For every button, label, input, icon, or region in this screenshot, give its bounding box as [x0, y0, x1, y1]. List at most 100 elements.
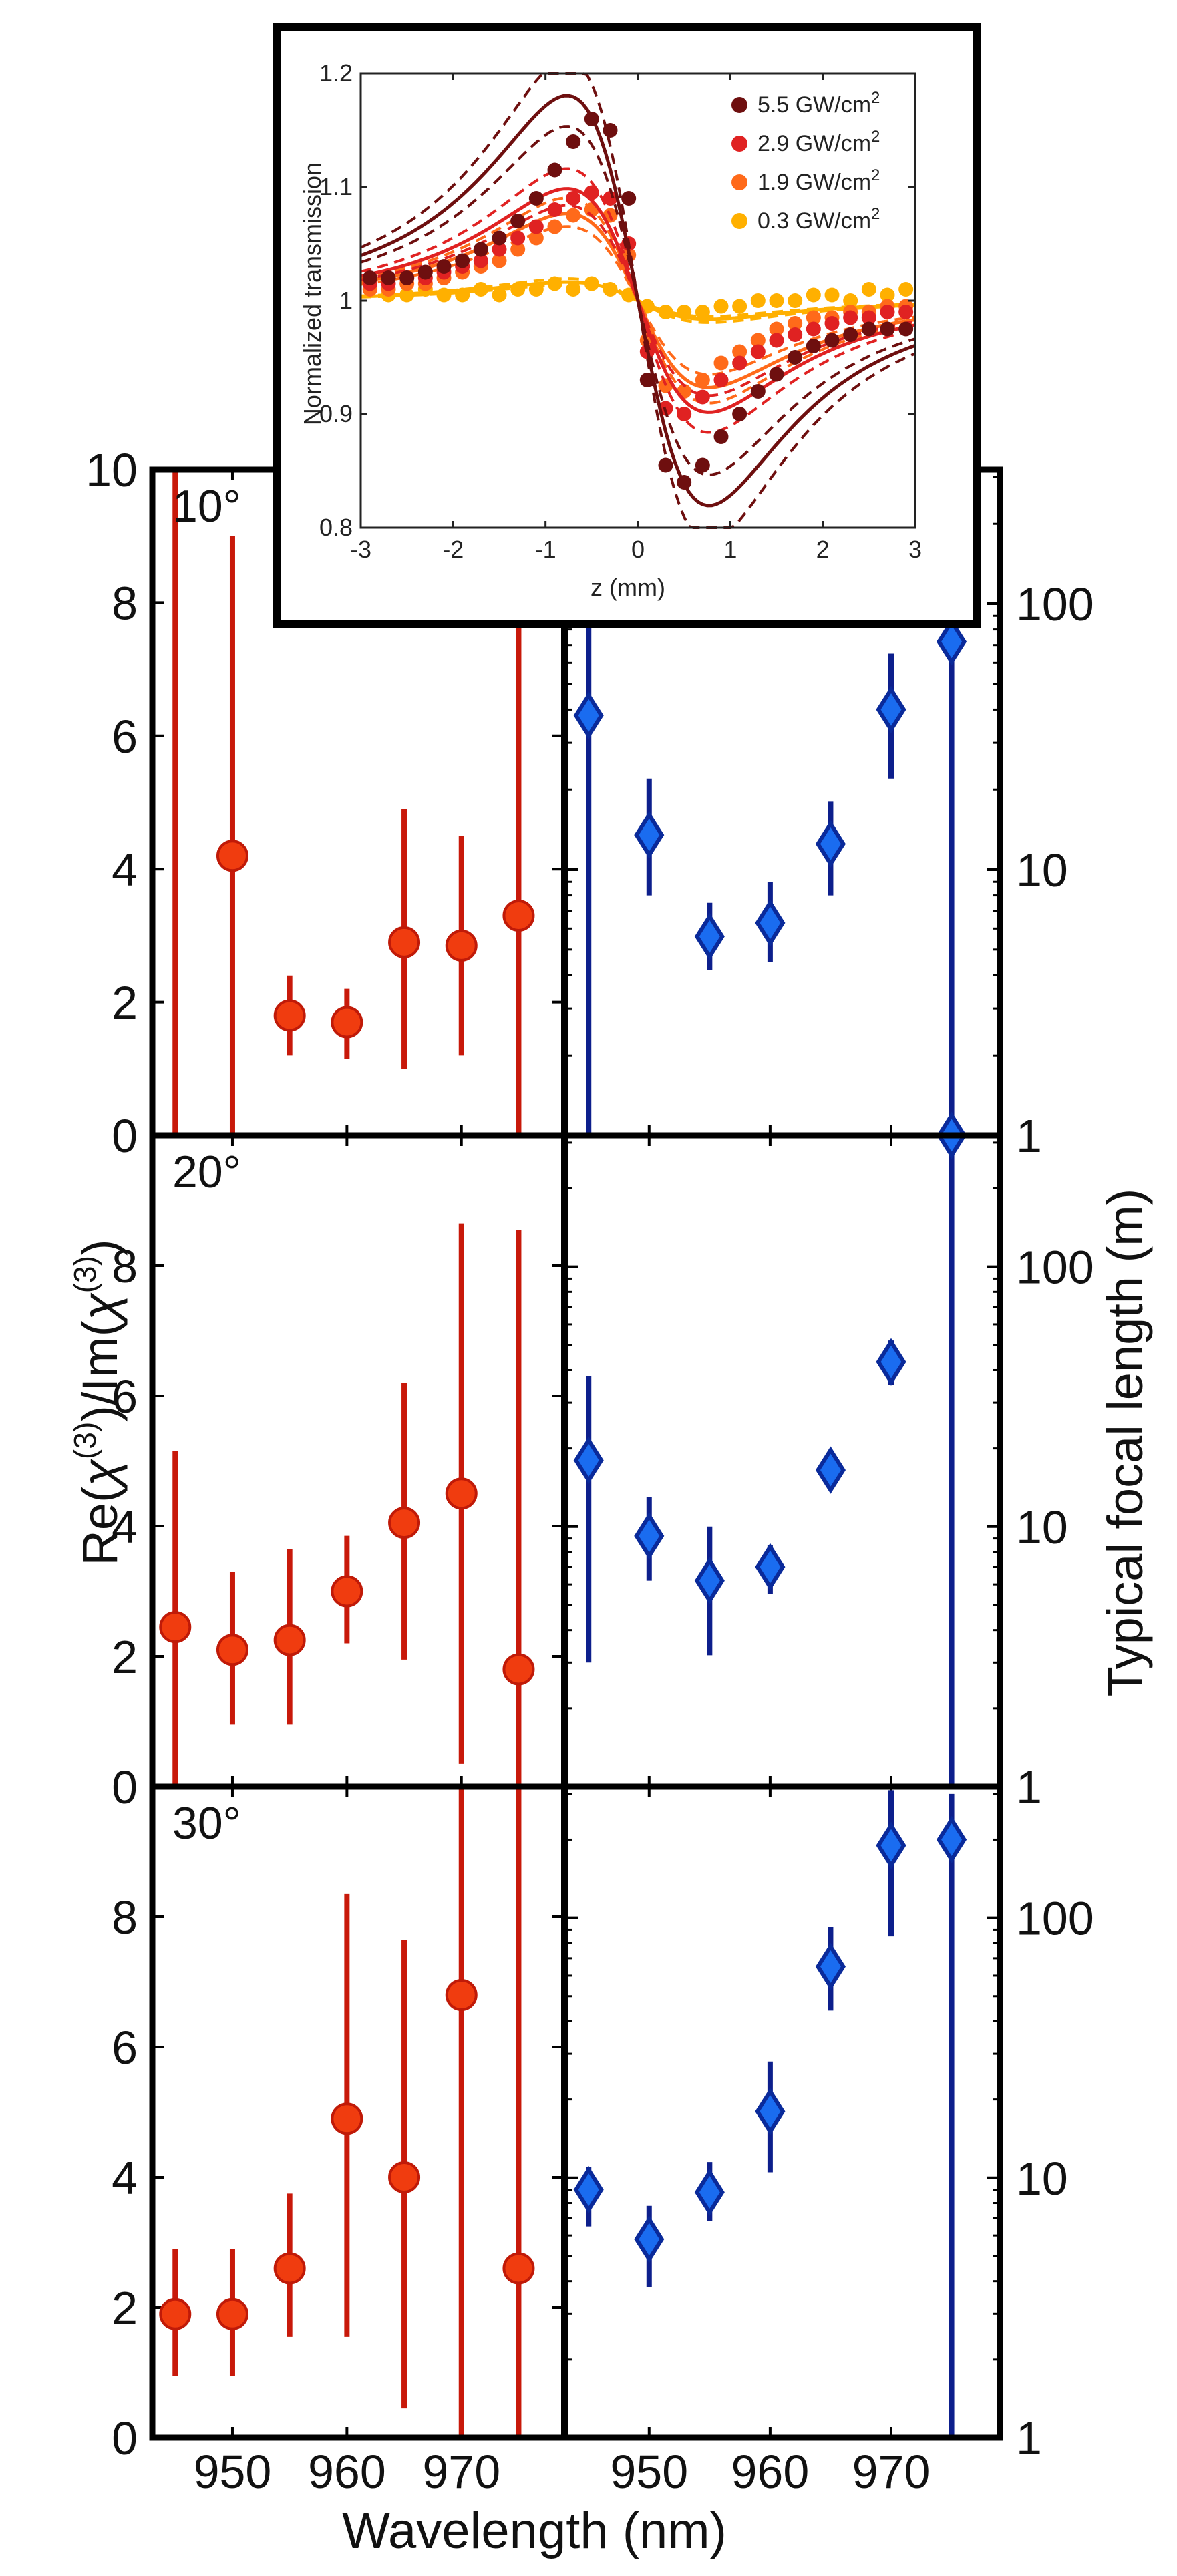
inset-point: [713, 373, 729, 387]
ratio-point: [388, 1507, 421, 1539]
inset-point: [898, 305, 914, 319]
inset-point: [713, 355, 729, 371]
ratio-point: [216, 2297, 248, 2330]
inset-point: [769, 333, 784, 348]
inset-point: [695, 373, 710, 387]
ylabel-chi-2: χ: [72, 1292, 128, 1324]
focal-point: [755, 899, 786, 947]
inset-point: [861, 321, 876, 337]
focal-point: [694, 1556, 725, 1605]
inset-point: [677, 407, 692, 421]
ylabel-im: )/Im(: [72, 1320, 128, 1421]
inset-point: [824, 316, 840, 331]
inset-chart: -3 -2 -1 0 1 2 3 0.8 0.9 1 1.1 1.2 z (mm) Normalize…: [273, 23, 981, 628]
legend-label-exp: 2: [871, 205, 880, 223]
x-axis-title: Wavelength (nm): [342, 2503, 727, 2559]
inset-point: [769, 367, 784, 382]
focal-point: [876, 1821, 906, 1869]
ratio-point: [388, 2161, 421, 2193]
inset-point: [584, 112, 599, 126]
focal-point: [573, 2166, 604, 2214]
legend-label: 5.5 GW/cm2: [758, 89, 880, 118]
inset-point: [399, 287, 415, 303]
inset-point: [677, 475, 692, 490]
inset-point: [769, 293, 784, 308]
focal-point: [937, 1815, 967, 1864]
y-axis-title-left: Re(χ(3))/Im(χ(3)): [67, 1239, 128, 1566]
inset-point: [510, 230, 526, 246]
inset-point: [824, 287, 840, 303]
inset-point: [510, 282, 526, 297]
ytick-label-left: 0: [112, 1761, 138, 1813]
inset-ytick-label: 1: [339, 287, 353, 314]
ytick-label-left: 8: [112, 1891, 138, 1944]
inset-xtick-label: 2: [816, 536, 830, 563]
inset-point: [806, 321, 821, 337]
inset-point: [455, 287, 470, 303]
ytick-label-left: 2: [112, 977, 138, 1029]
inset-point: [880, 287, 895, 303]
inset-xtick-label: 1: [723, 536, 737, 563]
inset-point: [898, 282, 914, 297]
inset-point: [362, 270, 377, 285]
inset-point: [566, 208, 581, 223]
inset-point: [473, 282, 488, 297]
legend-marker: [731, 136, 747, 152]
inset-xtick-label: 0: [631, 536, 645, 563]
ytick-label-right: 10: [1016, 2153, 1068, 2205]
inset-point: [547, 202, 562, 217]
y-axis-title-right: Typical focal length (m): [1098, 1189, 1153, 1697]
inset-point: [417, 264, 433, 280]
inset-fit-line: [360, 94, 916, 508]
inset-point: [492, 253, 507, 268]
legend-label-text: 0.3 GW/cm: [758, 208, 871, 234]
inset-xtick-label: -3: [350, 536, 371, 563]
legend-label-exp: 2: [871, 166, 880, 184]
inset-ytick-label: 1.2: [319, 59, 353, 87]
focal-point: [815, 1446, 846, 1494]
panel-label: 10°: [172, 481, 241, 532]
inset-point: [399, 270, 415, 285]
inset-point: [566, 191, 581, 206]
ratio-point: [502, 1653, 535, 1686]
inset-xtick-label: -2: [442, 536, 464, 563]
inset-point: [510, 214, 526, 228]
ylabel-chi-1-exp: (3): [67, 1422, 102, 1459]
focal-point: [815, 1942, 846, 1991]
inset-point: [788, 350, 803, 365]
focal-point: [937, 618, 967, 666]
inset-point: [584, 185, 599, 200]
inset-point: [547, 219, 562, 234]
ytick-label-left: 4: [112, 2152, 138, 2204]
inset-point: [788, 316, 803, 331]
focal-point: [694, 2168, 725, 2217]
legend-marker: [731, 97, 747, 113]
ratio-point: [445, 1979, 478, 2011]
focal-point: [573, 1436, 604, 1485]
inset-xlabel: z (mm): [591, 574, 665, 601]
ratio-point: [273, 2252, 306, 2285]
legend-label: 0.3 GW/cm2: [758, 205, 880, 234]
panel-label: 30°: [172, 1798, 241, 1849]
ytick-label-left: 4: [112, 1501, 138, 1553]
inset-point: [621, 191, 637, 206]
ytick-label-left: 2: [112, 2282, 138, 2334]
inset-point: [528, 191, 544, 206]
ratio-point: [331, 2102, 363, 2135]
inset-point: [677, 305, 692, 319]
inset-ylabel: Normalized transmission: [299, 162, 326, 425]
inset-point: [566, 134, 581, 149]
inset-point: [750, 333, 766, 348]
inset-point: [732, 407, 747, 421]
ytick-label-left: 8: [112, 1240, 138, 1292]
inset-point: [436, 287, 452, 303]
inset-point: [473, 242, 488, 257]
inset-point: [695, 305, 710, 319]
inset-point: [732, 344, 747, 359]
ytick-label-right: 100: [1016, 1242, 1094, 1294]
inset-point: [713, 299, 729, 314]
xtick-label: 950: [610, 2446, 688, 2498]
ytick-label-left: 6: [112, 1370, 138, 1423]
ytick-label-right: 1: [1016, 2412, 1042, 2464]
inset-point: [695, 389, 710, 405]
